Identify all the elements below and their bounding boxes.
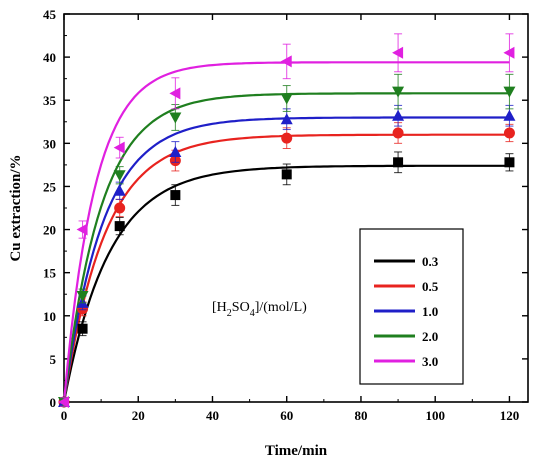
y-tick-label: 10 (43, 309, 56, 324)
legend-label-0.5: 0.5 (422, 279, 439, 294)
y-tick-label: 20 (43, 223, 56, 238)
data-point-0.5 (114, 202, 126, 214)
data-point-0.3 (504, 157, 515, 168)
data-point-2.0 (392, 86, 405, 98)
data-point-1.0 (392, 109, 405, 121)
data-point-2.0 (280, 93, 293, 105)
x-tick-label: 100 (425, 408, 445, 423)
y-tick-label: 0 (50, 395, 57, 410)
data-point-2.0 (503, 86, 516, 98)
data-point-0.3 (114, 221, 125, 232)
annotation-suffix: ]/(mol/L) (255, 300, 307, 315)
data-point-3.0 (503, 46, 515, 59)
data-point-3.0 (76, 223, 88, 236)
annotation-subscript-2: 4 (250, 308, 255, 319)
y-axis-label: Cu extraction/% (8, 154, 24, 261)
data-point-3.0 (280, 55, 292, 68)
data-point-3.0 (392, 46, 404, 59)
plot-area: 0 20 40 60 80 100 120 0 5 10 15 20 25 30 35 40 45 0.3 0.5 1… (43, 7, 529, 423)
data-point-3.0 (169, 87, 181, 100)
data-point-1.0 (503, 109, 516, 121)
x-tick-label: 60 (280, 408, 293, 423)
data-point-0.3 (170, 190, 181, 201)
data-point-0.3 (393, 157, 404, 168)
data-point-2.0 (76, 290, 89, 302)
data-point-0.5 (392, 127, 404, 139)
legend-box (359, 228, 464, 385)
data-point-0.3 (77, 323, 88, 334)
annotation-subscript-1: 2 (227, 308, 232, 319)
x-tick-label: 20 (132, 408, 145, 423)
data-point-0.5 (503, 127, 515, 139)
data-point-3.0 (113, 141, 125, 154)
data-point-0.3 (281, 169, 292, 180)
x-axis-label: Time/min (265, 443, 328, 459)
y-tick-label: 45 (43, 7, 57, 22)
y-tick-label: 5 (50, 352, 57, 367)
y-tick-label: 25 (43, 179, 57, 194)
legend-label-2.0: 2.0 (422, 329, 438, 344)
y-tick-label: 15 (43, 266, 57, 281)
legend-label-0.3: 0.3 (422, 254, 439, 269)
data-point-2.0 (169, 112, 182, 124)
y-tick-label: 35 (43, 93, 57, 108)
data-point-2.0 (113, 170, 126, 182)
annotation-middle: SO (232, 300, 250, 315)
legend-label-3.0: 3.0 (422, 354, 438, 369)
data-point-0.5 (281, 132, 293, 144)
x-tick-label: 120 (500, 408, 520, 423)
x-tick-label: 0 (61, 408, 68, 423)
x-tick-label: 80 (354, 408, 367, 423)
data-point-1.0 (280, 113, 293, 125)
x-tick-label: 40 (206, 408, 219, 423)
data-point-1.0 (113, 184, 126, 196)
y-tick-label: 30 (43, 136, 56, 151)
y-tick-label: 40 (43, 50, 56, 65)
data-point-1.0 (169, 145, 182, 157)
legend-annotation: [H2SO4]/(mol/L) (212, 300, 307, 319)
legend-label-1.0: 1.0 (422, 304, 438, 319)
annotation-prefix: [H (212, 300, 227, 315)
data-point-3.0 (58, 396, 69, 408)
